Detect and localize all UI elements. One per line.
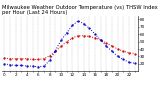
Text: Milwaukee Weather Outdoor Temperature (vs) THSW Index per Hour (Last 24 Hours): Milwaukee Weather Outdoor Temperature (v… [2, 5, 157, 15]
